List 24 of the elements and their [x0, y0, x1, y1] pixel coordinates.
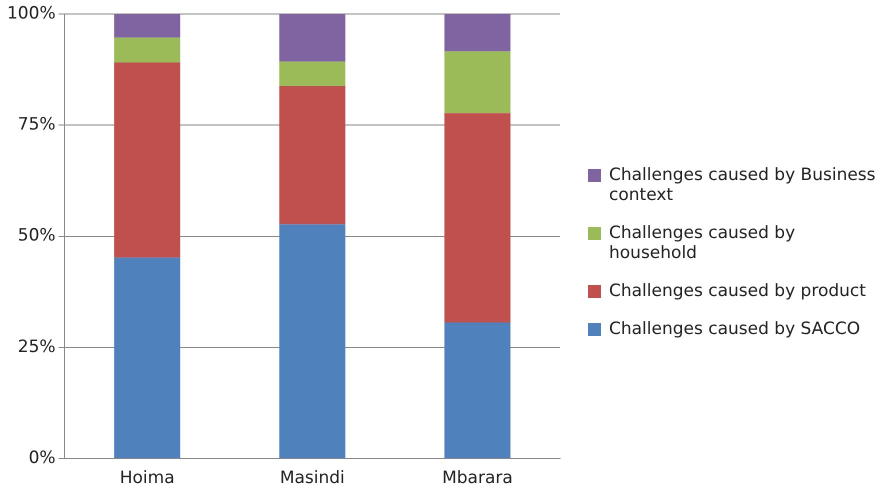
bar	[279, 14, 346, 62]
y-tick-label: 25%	[18, 336, 56, 357]
x-tick-label: Mbarara	[442, 468, 513, 488]
x-tick-label: Masindi	[280, 468, 345, 488]
y-tick-label: 50%	[18, 226, 56, 246]
y-tick-label: 0%	[28, 448, 56, 468]
bar	[279, 62, 346, 86]
bar	[279, 224, 346, 458]
y-tick-label: 75%	[18, 114, 56, 135]
bar	[444, 14, 510, 52]
y-tick-label: 100%	[6, 3, 56, 24]
legend-label: Challenges caused by Business context	[609, 164, 877, 204]
legend-label: Challenges caused by household	[609, 222, 796, 262]
bar	[444, 113, 510, 323]
legend-label: Challenges caused by SACCO	[609, 318, 860, 338]
bar	[444, 51, 510, 114]
bar	[444, 322, 510, 458]
bar	[114, 62, 180, 258]
bar	[279, 86, 346, 224]
bar	[114, 14, 180, 38]
legend-label: Challenges caused by product	[609, 280, 866, 300]
bar	[114, 38, 180, 62]
x-tick-label: Hoima	[120, 468, 175, 488]
bar	[114, 258, 180, 458]
